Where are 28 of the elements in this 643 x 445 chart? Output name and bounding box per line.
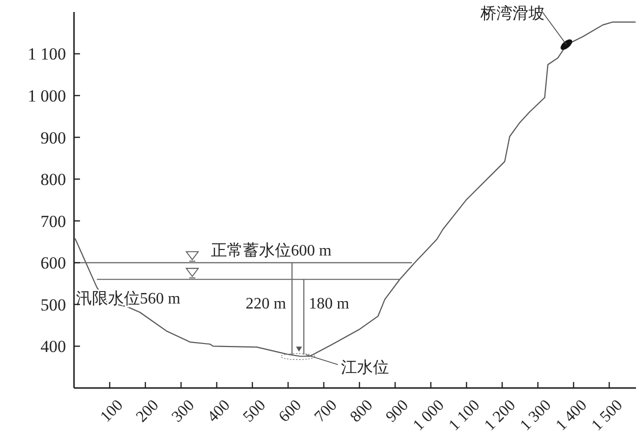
y-tick-label: 400 <box>40 337 66 356</box>
y-tick-label: 900 <box>40 128 66 148</box>
annotation: 正常蓄水位600 m <box>211 242 332 260</box>
x-tick-label: 800 <box>347 396 376 426</box>
x-tick-label: 1 200 <box>481 396 519 434</box>
annotation: 220 m <box>246 296 287 313</box>
x-tick-label: 400 <box>204 396 234 426</box>
x-tick-label: 200 <box>133 396 162 426</box>
x-tick-label: 900 <box>382 396 412 426</box>
x-tick-label: 1 100 <box>446 396 484 434</box>
x-tick-label: 300 <box>168 396 198 426</box>
y-tick-label: 700 <box>40 212 66 231</box>
x-tick-label: 1 400 <box>552 396 590 434</box>
x-tick-label: 500 <box>240 396 270 426</box>
x-tick-label: 700 <box>312 396 341 426</box>
annotation: 180 m <box>308 296 350 313</box>
annotation: 江水位 <box>340 358 389 377</box>
annotation: 桥湾滑坡 <box>479 4 544 23</box>
x-tick-label: 1 500 <box>588 396 626 434</box>
y-tick-label: 600 <box>40 254 66 273</box>
y-tick-label: 800 <box>40 170 66 190</box>
y-tick-label: 1 100 <box>28 44 66 64</box>
y-tick-label: 500 <box>40 295 66 314</box>
x-tick-label: 1 300 <box>517 396 555 434</box>
y-tick-label: 1 000 <box>28 86 66 106</box>
x-tick-label: 600 <box>276 396 305 426</box>
x-tick-label: 1 000 <box>410 396 448 434</box>
x-tick-label: 100 <box>97 396 126 426</box>
